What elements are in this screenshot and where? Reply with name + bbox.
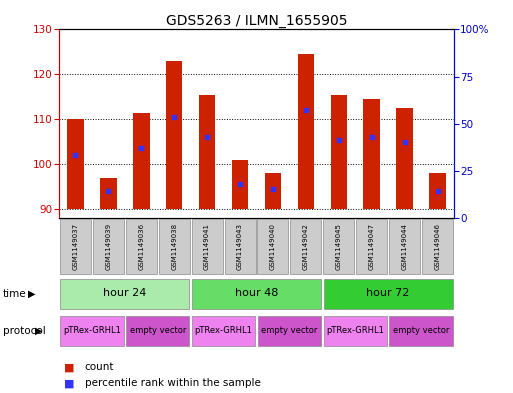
Bar — [323, 219, 354, 274]
Text: pTRex-GRHL1: pTRex-GRHL1 — [194, 326, 252, 335]
Text: GSM1149047: GSM1149047 — [369, 223, 374, 270]
Bar — [192, 219, 223, 274]
Bar — [258, 219, 288, 274]
Text: ▶: ▶ — [28, 289, 35, 299]
Text: empty vector: empty vector — [130, 326, 186, 335]
Text: GSM1149045: GSM1149045 — [336, 223, 342, 270]
Text: pTRex-GRHL1: pTRex-GRHL1 — [326, 326, 384, 335]
Text: protocol: protocol — [3, 326, 45, 336]
Bar — [324, 316, 387, 346]
Bar — [199, 95, 215, 209]
Bar — [397, 108, 413, 209]
Bar — [298, 54, 314, 209]
Text: GSM1149043: GSM1149043 — [237, 223, 243, 270]
Text: empty vector: empty vector — [261, 326, 318, 335]
Text: ■: ■ — [64, 378, 74, 388]
Bar — [429, 173, 446, 209]
Text: GSM1149041: GSM1149041 — [204, 223, 210, 270]
Text: hour 48: hour 48 — [235, 288, 278, 298]
Text: GSM1149040: GSM1149040 — [270, 223, 276, 270]
Bar — [126, 316, 189, 346]
Bar — [60, 219, 91, 274]
Bar — [324, 279, 452, 309]
Bar — [422, 219, 453, 274]
Text: GSM1149037: GSM1149037 — [72, 223, 78, 270]
Bar — [389, 316, 452, 346]
Text: empty vector: empty vector — [393, 326, 449, 335]
Text: ■: ■ — [64, 362, 74, 373]
Bar — [330, 95, 347, 209]
Text: GSM1149046: GSM1149046 — [435, 223, 441, 270]
Text: hour 24: hour 24 — [103, 288, 147, 298]
Text: GSM1149038: GSM1149038 — [171, 223, 177, 270]
Bar — [225, 219, 255, 274]
Bar — [61, 316, 124, 346]
Bar — [258, 316, 321, 346]
Title: GDS5263 / ILMN_1655905: GDS5263 / ILMN_1655905 — [166, 15, 347, 28]
Text: GSM1149039: GSM1149039 — [105, 223, 111, 270]
Text: count: count — [85, 362, 114, 373]
Bar — [67, 119, 84, 209]
Bar — [159, 219, 190, 274]
Bar — [166, 61, 183, 209]
Text: GSM1149044: GSM1149044 — [402, 223, 408, 270]
Text: time: time — [3, 289, 26, 299]
Text: pTRex-GRHL1: pTRex-GRHL1 — [63, 326, 121, 335]
Bar — [364, 99, 380, 209]
Text: percentile rank within the sample: percentile rank within the sample — [85, 378, 261, 388]
Bar — [192, 316, 255, 346]
Text: GSM1149036: GSM1149036 — [139, 223, 144, 270]
Bar — [232, 160, 248, 209]
Bar — [61, 279, 189, 309]
Bar — [126, 219, 157, 274]
Text: hour 72: hour 72 — [366, 288, 410, 298]
Bar — [356, 219, 387, 274]
Text: GSM1149042: GSM1149042 — [303, 223, 309, 270]
Bar — [265, 173, 281, 209]
Bar — [192, 279, 321, 309]
Text: ▶: ▶ — [35, 326, 42, 336]
Bar — [389, 219, 420, 274]
Bar — [133, 112, 149, 209]
Bar — [290, 219, 321, 274]
Bar — [93, 219, 124, 274]
Bar — [100, 178, 116, 209]
